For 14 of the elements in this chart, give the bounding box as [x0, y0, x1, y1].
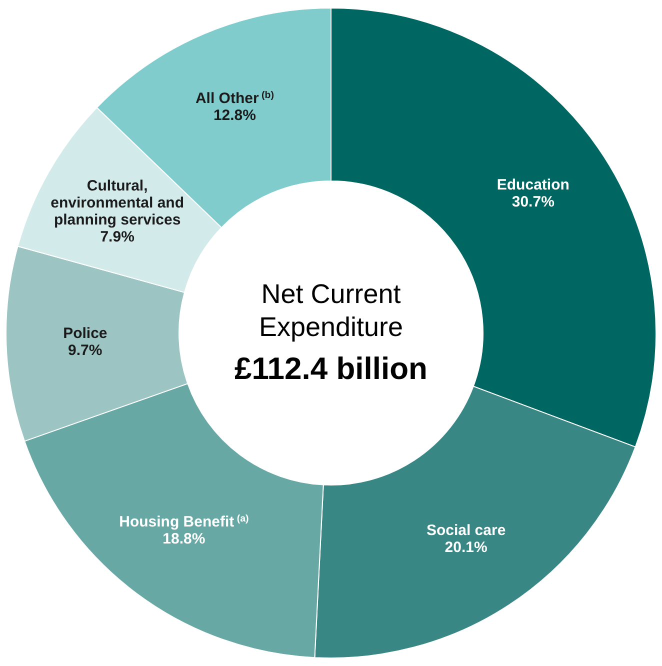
text: £112.4 billion	[234, 351, 428, 386]
slice-label: Education	[496, 176, 570, 194]
data-label: 7.9%	[100, 228, 134, 246]
slice-label: All Other$^{(b)}$	[195, 90, 274, 108]
slice-label: Housing Benefit$^{(a)}$	[119, 513, 249, 531]
data-label: 20.1%	[444, 539, 488, 556]
data-label: 12.8%	[213, 107, 256, 124]
data-label: 9.7%	[68, 342, 102, 359]
slice-label: Police	[63, 325, 108, 342]
data-label: 30.7%	[512, 193, 554, 210]
slice-label: Social care	[426, 522, 506, 540]
slice-label: Cultural, environmental and planning services	[50, 178, 184, 229]
text: Net Current Expenditure	[258, 279, 404, 342]
data-label: 18.8%	[162, 530, 206, 548]
